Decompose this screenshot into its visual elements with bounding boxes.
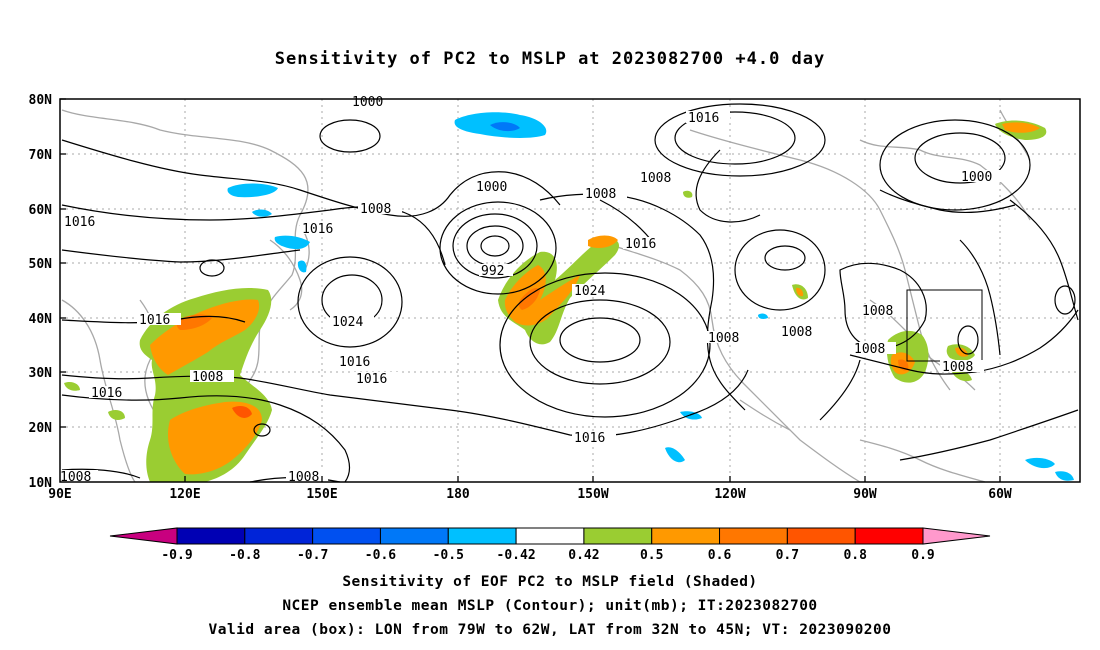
lon-label: 90W <box>853 487 877 502</box>
colorbar-swatch <box>515 527 585 545</box>
colorbar-label: 0.42 <box>568 548 599 563</box>
contour-label: 1016 <box>574 431 605 446</box>
map-frame <box>59 98 1081 483</box>
colorbar-label: -0.6 <box>365 548 396 563</box>
lon-label: 180 <box>446 487 470 502</box>
colorbar-swatch <box>651 527 721 545</box>
colorbar-max-arrow <box>922 527 991 545</box>
colorbar-swatch <box>312 527 381 545</box>
contour-label: 1016 <box>625 237 656 252</box>
contour-label: 1008 <box>708 331 739 346</box>
contour-label: 1016 <box>356 372 387 387</box>
contour-label: 1008 <box>862 304 893 319</box>
colorbar-label: -0.5 <box>433 548 464 563</box>
contour-label: 1016 <box>688 111 719 126</box>
colorbar-swatch <box>176 527 246 545</box>
colorbar-label: -0.7 <box>297 548 328 563</box>
colorbar-swatch <box>447 527 517 545</box>
contour-labels: 1000 1016 1008 1016 1008 1000 1008 1016 … <box>60 95 1003 485</box>
colorbar-label: 0.6 <box>708 548 732 563</box>
contour-label: 1008 <box>854 342 885 357</box>
contour-label: 1000 <box>352 95 383 110</box>
footer-line-2: NCEP ensemble mean MSLP (Contour); unit(… <box>282 598 818 614</box>
contour-label: 1024 <box>574 284 605 299</box>
lon-label: 90E <box>48 487 71 502</box>
lat-label: 70N <box>29 148 53 163</box>
lat-label: 40N <box>29 312 53 327</box>
colorbar-swatch <box>786 527 856 545</box>
lat-label: 80N <box>29 93 53 108</box>
lat-label: 20N <box>29 421 53 436</box>
lat-label: 10N <box>29 476 53 491</box>
contour-label: 1016 <box>91 386 122 401</box>
colorbar: -0.9 -0.8 -0.7 -0.6 -0.5 -0.42 0.42 0.5 0.6 0.7 0.… <box>109 527 991 563</box>
lon-label: 60W <box>988 487 1012 502</box>
lon-label: 120W <box>714 487 745 502</box>
lon-label: 120E <box>169 487 200 502</box>
contour-label: 1016 <box>64 215 95 230</box>
latitude-labels: 80N 70N 60N 50N 40N 30N 20N 10N <box>29 93 53 491</box>
longitude-labels: 90E 120E 150E 180 150W 120W 90W 60W <box>48 487 1012 502</box>
shaded-sensitivity <box>64 112 1074 482</box>
contour-label: 1000 <box>961 170 992 185</box>
contour-label: 1016 <box>139 313 170 328</box>
footer-line-3: Valid area (box): LON from 79W to 62W, L… <box>208 622 892 638</box>
contour-label: 1008 <box>640 171 671 186</box>
colorbar-label: 0.8 <box>843 548 867 563</box>
map-title: Sensitivity of PC2 to MSLP at 2023082700… <box>274 49 826 69</box>
contour-label: 992 <box>481 264 504 279</box>
contour-label: 1016 <box>339 355 370 370</box>
lat-label: 60N <box>29 203 53 218</box>
colorbar-label: -0.8 <box>229 548 260 563</box>
colorbar-swatch <box>379 527 449 545</box>
colorbar-swatch <box>719 527 788 545</box>
contour-label: 1016 <box>302 222 333 237</box>
colorbar-label: -0.42 <box>497 548 536 563</box>
lat-label: 50N <box>29 257 53 272</box>
lat-label: 30N <box>29 366 53 381</box>
colorbar-swatch <box>583 527 653 545</box>
contour-label: 1008 <box>585 187 616 202</box>
colorbar-swatch <box>244 527 314 545</box>
colorbar-label: 0.7 <box>776 548 799 563</box>
contour-label: 1008 <box>192 370 223 385</box>
colorbar-swatch <box>854 527 924 545</box>
lon-label: 150E <box>306 487 337 502</box>
contour-label: 1008 <box>942 360 973 375</box>
contour-label: 1008 <box>781 325 812 340</box>
contour-label: 1008 <box>360 202 391 217</box>
lon-label: 150W <box>577 487 608 502</box>
colorbar-min-arrow <box>109 527 178 545</box>
colorbar-label: 0.9 <box>911 548 934 563</box>
colorbar-label: 0.5 <box>640 548 663 563</box>
colorbar-label: -0.9 <box>161 548 192 563</box>
contour-label: 1000 <box>476 180 507 195</box>
footer-line-1: Sensitivity of EOF PC2 to MSLP field (Sh… <box>342 574 758 590</box>
contour-label: 1024 <box>332 315 363 330</box>
